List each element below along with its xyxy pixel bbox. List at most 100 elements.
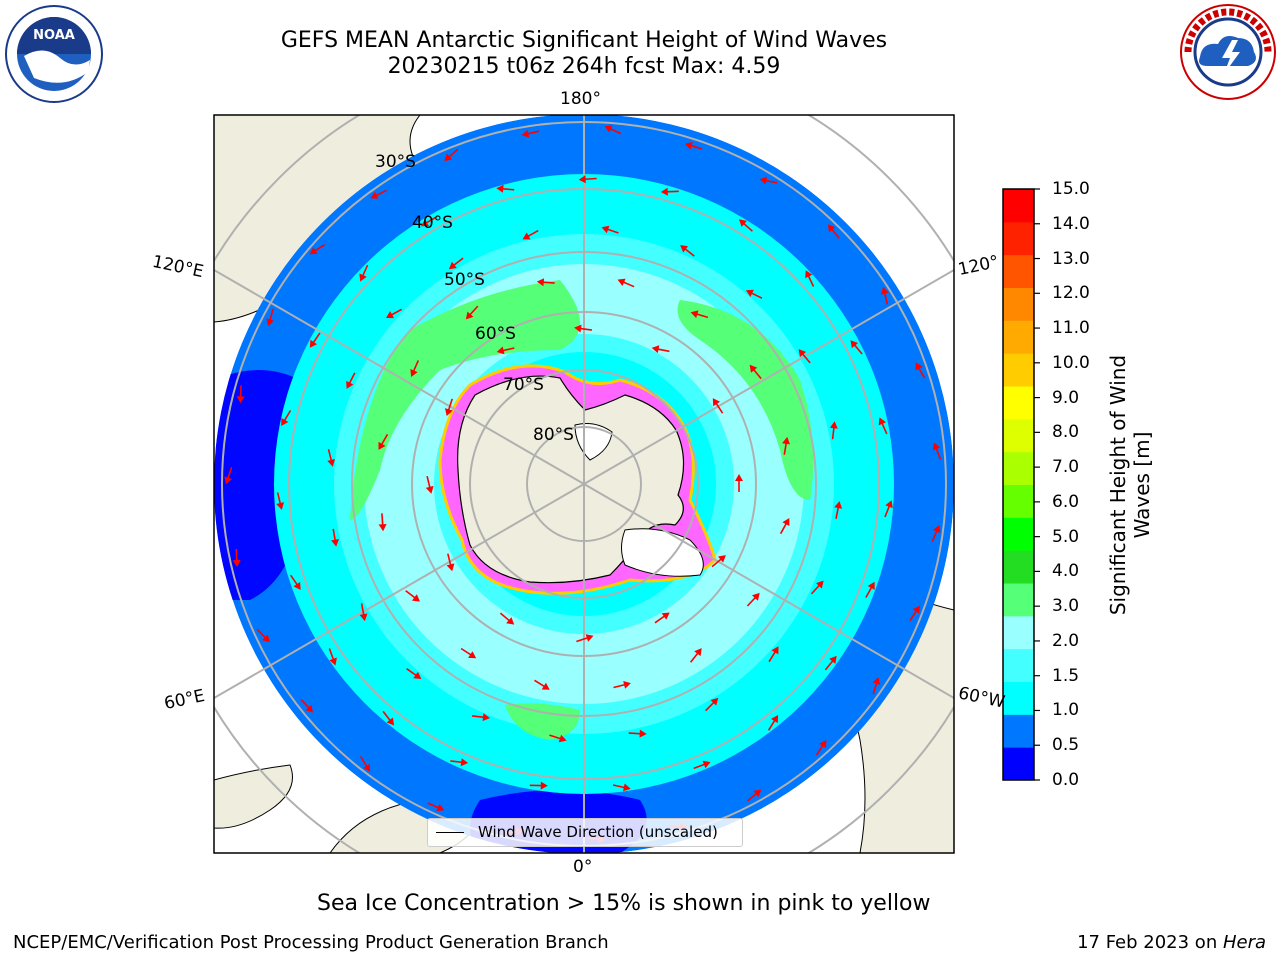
wind-wave-arrow [446, 553, 455, 572]
wind-wave-arrow [931, 525, 941, 542]
wind-wave-arrow [406, 668, 422, 679]
colorbar-tick-label: 2.0 [1052, 630, 1080, 651]
wind-wave-arrow [300, 698, 314, 713]
wind-wave-arrow [256, 628, 270, 643]
wind-wave-arrow [827, 224, 840, 239]
wind-wave-arrow [850, 340, 863, 355]
noaa-logo: NOAA [5, 5, 103, 103]
wind-wave-arrow [236, 385, 245, 404]
legend-line-icon [436, 832, 464, 833]
footer-machine: Hera [1222, 932, 1266, 953]
colorbar-tick-label: 13.0 [1052, 248, 1090, 269]
colorbar-tick-label: 9.0 [1052, 387, 1080, 408]
lat-label-40s: 40°S [412, 213, 453, 233]
wind-wave-arrow [746, 592, 760, 607]
wind-wave-arrow [749, 364, 762, 380]
chart-subtitle: 20230215 t06z 264h fcst Max: 4.59 [387, 54, 781, 79]
legend-text: Wind Wave Direction (unscaled) [478, 823, 718, 841]
colorbar-tick-label: 1.0 [1052, 700, 1080, 721]
wind-wave-arrow [680, 245, 695, 257]
wind-wave-arrow [359, 603, 368, 622]
footer-left: NCEP/EMC/Verification Post Processing Pr… [13, 932, 609, 953]
wind-wave-arrow [884, 500, 893, 518]
colorbar-swatch [1003, 287, 1034, 321]
wind-wave-arrow [331, 528, 339, 547]
colorbar-label: Significant Height of Wind Waves [m] [1106, 354, 1154, 616]
colorbar [1002, 188, 1040, 781]
wind-wave-arrow [745, 289, 763, 299]
wind-wave-arrow [612, 783, 631, 792]
footer-date: 17 Feb 2023 on [1077, 932, 1223, 953]
colorbar-swatch [1003, 583, 1034, 617]
colorbar-tick-label: 8.0 [1052, 422, 1080, 443]
wind-wave-arrow [690, 310, 709, 319]
wind-wave-arrow [425, 476, 434, 494]
wind-wave-arrow [472, 713, 490, 722]
wind-wave-arrow [224, 467, 233, 485]
wind-wave-arrow [378, 513, 387, 532]
colorbar-tick-label: 7.0 [1052, 457, 1080, 478]
colorbar-tick-label: 11.0 [1052, 318, 1090, 339]
colorbar-swatch [1003, 747, 1034, 781]
footer-right: 17 Feb 2023 on Hera [1077, 932, 1266, 953]
wind-wave-arrow [410, 360, 420, 377]
wind-wave-arrow [534, 679, 550, 690]
chart-title: GEFS MEAN Antarctic Significant Height o… [280, 28, 888, 53]
wind-wave-arrow [684, 141, 703, 150]
wind-wave-arrow [782, 436, 790, 455]
wind-wave-arrow [880, 286, 889, 305]
colorbar-swatch [1003, 550, 1034, 584]
caption: Sea Ice Concentration > 15% is shown in … [317, 891, 931, 916]
wind-wave-arrow [496, 184, 515, 193]
lat-label-70s: 70°S [503, 375, 544, 395]
wind-wave-arrow [878, 417, 888, 435]
wind-wave-arrow [359, 756, 371, 772]
wind-wave-arrow [915, 362, 926, 379]
colorbar-tick-label: 10.0 [1052, 352, 1090, 373]
wind-wave-arrow [824, 655, 837, 671]
wind-wave-arrow [536, 278, 555, 287]
colorbar-tick-label: 0.0 [1052, 770, 1080, 790]
wind-wave-arrow [689, 648, 702, 663]
colorbar-tick-label: 0.5 [1052, 735, 1080, 756]
wind-wave-arrow [448, 257, 464, 270]
wind-wave-arrow [613, 681, 631, 689]
wind-wave-arrow [309, 244, 326, 255]
wind-wave-arrow [405, 590, 420, 602]
lat-label-50s: 50°S [444, 270, 485, 290]
wind-wave-arrow [759, 176, 778, 185]
wind-wave-arrow [496, 346, 515, 355]
wind-wave-arrow [370, 189, 387, 199]
wind-wave-arrow [739, 219, 753, 232]
colorbar-tick-label: 1.5 [1052, 665, 1080, 686]
wind-wave-arrow [281, 410, 292, 426]
wind-wave-arrow [465, 305, 479, 320]
wind-wave-arrow [450, 758, 469, 767]
lat-label-30s: 30°S [375, 152, 416, 172]
wind-wave-arrow [359, 264, 369, 282]
wind-wave-arrow [628, 729, 647, 738]
wind-wave-arrow [711, 555, 726, 568]
wind-wave-arrow [385, 308, 403, 319]
map-legend: Wind Wave Direction (unscaled) [427, 818, 743, 847]
wind-wave-arrow [712, 398, 724, 414]
wind-wave-arrow [705, 697, 719, 712]
colorbar-tick-label: 4.0 [1052, 561, 1080, 582]
wind-wave-arrow [834, 501, 843, 519]
colorbar-swatch [1003, 353, 1034, 387]
wind-wave-arrow [421, 216, 437, 227]
wind-wave-arrow [768, 646, 779, 663]
wind-wave-arrow [378, 433, 389, 450]
wind-wave-arrow [805, 270, 815, 287]
lon-label-top: 180° [560, 89, 601, 109]
wind-wave-arrow [328, 648, 337, 666]
colorbar-tick-label: 6.0 [1052, 491, 1080, 512]
colorbar-swatch [1003, 254, 1034, 288]
colorbar-swatch [1003, 615, 1034, 650]
colorbar-swatch [1003, 386, 1034, 420]
wind-wave-arrow [445, 398, 453, 416]
wind-wave-arrow [779, 518, 790, 535]
wind-wave-arrow [693, 760, 711, 770]
colorbar-swatch [1003, 320, 1034, 354]
